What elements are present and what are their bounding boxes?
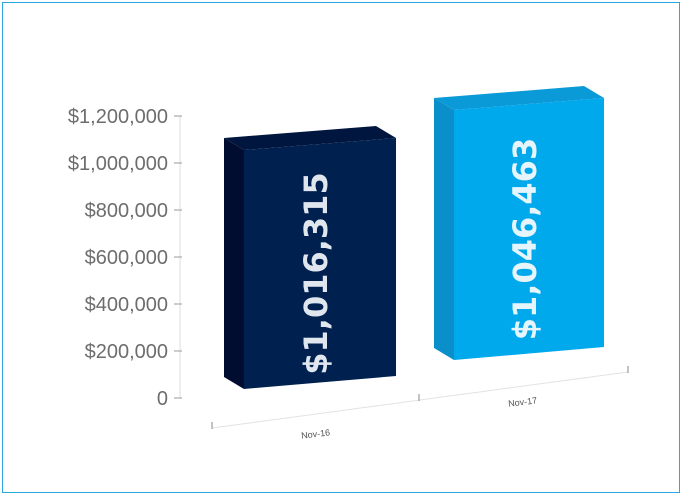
y-tick-label: $400,000 bbox=[85, 294, 168, 316]
y-tick-label: $800,000 bbox=[85, 200, 168, 222]
x-category-label: Nov-17 bbox=[508, 395, 538, 408]
category-labels: Nov-16 Nov-17 bbox=[301, 395, 538, 440]
bar-front bbox=[454, 98, 604, 360]
bar-2: $1,046,463 bbox=[434, 86, 604, 360]
y-tick-label: $600,000 bbox=[85, 247, 168, 269]
bars: $1,016,315 $1,046,463 bbox=[224, 86, 604, 389]
y-axis: 0 $200,000 $400,000 $600,000 $800,000 $1,000,… bbox=[68, 106, 182, 410]
y-tick-label: 0 bbox=[157, 388, 168, 410]
bar-side bbox=[224, 138, 244, 389]
y-tick-label: $200,000 bbox=[85, 341, 168, 363]
bar-top bbox=[434, 86, 604, 110]
x-category-label: Nov-16 bbox=[301, 427, 331, 440]
bar-1: $1,016,315 bbox=[224, 126, 396, 389]
y-tick-label: $1,000,000 bbox=[68, 153, 168, 175]
x-axis bbox=[211, 366, 629, 429]
bar-front bbox=[244, 138, 396, 389]
y-tick-label: $1,200,000 bbox=[68, 106, 168, 128]
x-axis-line bbox=[211, 371, 629, 429]
bar-value-label: $1,046,463 bbox=[506, 138, 544, 340]
bar-side bbox=[434, 98, 454, 360]
bar-top bbox=[224, 126, 396, 150]
bar-value-label: $1,016,315 bbox=[297, 172, 335, 374]
